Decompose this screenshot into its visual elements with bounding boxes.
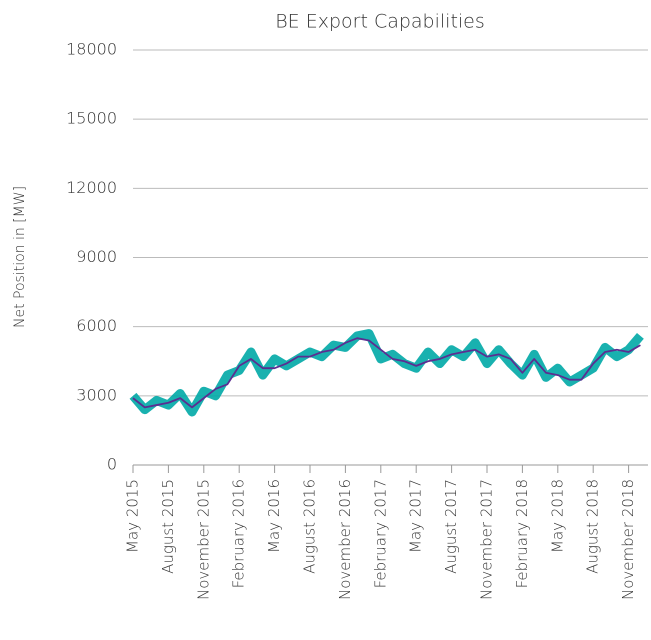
y-tick-label: 18000 — [66, 40, 117, 59]
x-tick-label: May 2018 — [548, 479, 566, 553]
x-tick-label: February 2016 — [230, 479, 248, 588]
x-tick-label: November 2015 — [194, 479, 212, 600]
x-tick-label: February 2018 — [513, 479, 531, 588]
x-tick-label: August 2016 — [301, 479, 319, 574]
x-tick-label: May 2017 — [407, 479, 425, 553]
x-tick-label: November 2018 — [619, 479, 637, 600]
x-tick-label: August 2018 — [584, 479, 602, 574]
series-line — [132, 337, 641, 409]
x-tick-label: November 2017 — [478, 479, 496, 600]
x-tick-label: August 2017 — [442, 479, 460, 574]
y-tick-label: 12000 — [66, 178, 117, 197]
y-axis-label: Net Position in [MW] — [12, 186, 28, 328]
series-line — [129, 329, 644, 417]
y-tick-label: 6000 — [76, 316, 117, 335]
x-tick-label: May 2016 — [265, 479, 283, 553]
y-tick-label: 15000 — [66, 109, 117, 128]
chart-title: BE Export Capabilities — [275, 11, 485, 33]
y-tick-label: 3000 — [76, 385, 117, 404]
x-tick-label: August 2015 — [159, 479, 177, 574]
x-tick-label: May 2015 — [124, 479, 142, 553]
y-tick-label: 9000 — [76, 247, 117, 266]
x-tick-label: February 2017 — [371, 479, 389, 588]
x-tick-label: November 2016 — [336, 479, 354, 600]
y-tick-label: 0 — [107, 455, 117, 474]
